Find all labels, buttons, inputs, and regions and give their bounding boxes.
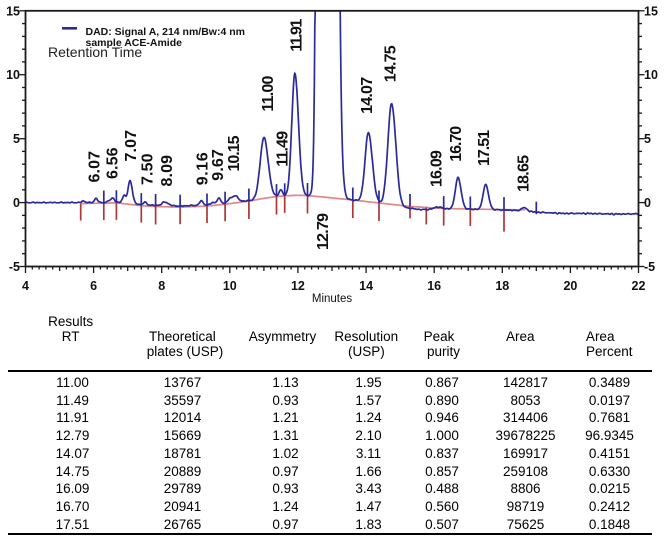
svg-text:5: 5 — [13, 132, 20, 146]
svg-text:4: 4 — [22, 279, 29, 293]
svg-text:17.51: 17.51 — [476, 130, 493, 166]
svg-text:14: 14 — [359, 279, 373, 293]
svg-text:11.00: 11.00 — [260, 76, 277, 112]
svg-text:8.09: 8.09 — [159, 155, 176, 187]
svg-text:Retention Time: Retention Time — [48, 44, 142, 60]
svg-text:14.75: 14.75 — [383, 45, 400, 82]
svg-text:18: 18 — [495, 279, 509, 293]
svg-text:18.65: 18.65 — [516, 155, 533, 192]
svg-text:6.56: 6.56 — [104, 147, 121, 179]
svg-text:16.70: 16.70 — [448, 126, 465, 162]
svg-text:12.79: 12.79 — [315, 213, 332, 250]
svg-text:20: 20 — [563, 279, 577, 293]
svg-text:6.07: 6.07 — [87, 151, 104, 183]
svg-text:16.09: 16.09 — [429, 150, 446, 187]
svg-text:-5: -5 — [9, 260, 20, 274]
svg-text:12: 12 — [291, 279, 305, 293]
svg-text:0: 0 — [644, 196, 651, 210]
svg-text:11.49: 11.49 — [275, 131, 292, 167]
svg-text:-5: -5 — [644, 260, 655, 274]
svg-text:22: 22 — [632, 279, 646, 293]
svg-text:11.91: 11.91 — [289, 19, 306, 52]
svg-text:10: 10 — [223, 279, 237, 293]
svg-text:10: 10 — [644, 68, 658, 82]
svg-text:0: 0 — [13, 196, 20, 210]
svg-text:15: 15 — [6, 4, 20, 18]
svg-text:10: 10 — [6, 68, 20, 82]
svg-text:6: 6 — [90, 279, 97, 293]
svg-text:DAD: Signal A, 214 nm/Bw:4 nm: DAD: Signal A, 214 nm/Bw:4 nm — [86, 26, 245, 38]
svg-text:sample ACE-Amide: sample ACE-Amide — [86, 37, 183, 49]
svg-text:8: 8 — [158, 279, 165, 293]
svg-text:7.50: 7.50 — [140, 153, 157, 185]
svg-text:15: 15 — [644, 4, 658, 18]
svg-text:7.07: 7.07 — [123, 130, 140, 162]
svg-text:5: 5 — [644, 132, 651, 146]
svg-text:16: 16 — [427, 279, 441, 293]
svg-text:14.07: 14.07 — [359, 77, 376, 114]
svg-text:Minutes: Minutes — [312, 293, 353, 305]
svg-text:9.67: 9.67 — [210, 149, 227, 181]
svg-text:9.16: 9.16 — [195, 152, 212, 185]
svg-text:10.15: 10.15 — [226, 135, 243, 171]
